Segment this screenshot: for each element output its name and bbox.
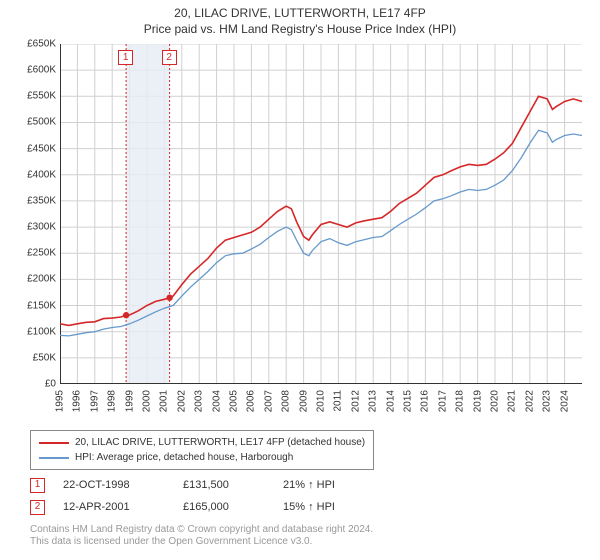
chart-subtitle: Price paid vs. HM Land Registry's House … <box>0 22 600 36</box>
annotation-delta-1: 21% ↑ HPI <box>283 474 335 496</box>
legend-label-2: HPI: Average price, detached house, Harb… <box>75 450 293 465</box>
plot-region: 12 <box>60 44 582 384</box>
annotation-row-1: 1 22-OCT-1998 £131,500 21% ↑ HPI <box>30 474 335 496</box>
annotation-row-2: 2 12-APR-2001 £165,000 15% ↑ HPI <box>30 496 335 518</box>
plot-marker-1: 1 <box>118 50 133 65</box>
annotation-marker-2: 2 <box>30 500 45 515</box>
annotation-marker-1: 1 <box>30 478 45 493</box>
y-axis-labels: £0£50K£100K£150K£200K£250K£300K£350K£400… <box>18 44 58 384</box>
annotation-date-2: 12-APR-2001 <box>63 496 183 518</box>
legend-label-1: 20, LILAC DRIVE, LUTTERWORTH, LE17 4FP (… <box>75 435 365 450</box>
copyright-line-2: This data is licensed under the Open Gov… <box>30 536 373 548</box>
legend-item-1: 20, LILAC DRIVE, LUTTERWORTH, LE17 4FP (… <box>39 435 365 450</box>
chart-title-address: 20, LILAC DRIVE, LUTTERWORTH, LE17 4FP <box>0 6 600 20</box>
plot-marker-2: 2 <box>162 50 177 65</box>
annotation-price-2: £165,000 <box>183 496 283 518</box>
legend: 20, LILAC DRIVE, LUTTERWORTH, LE17 4FP (… <box>30 430 374 470</box>
annotation-price-1: £131,500 <box>183 474 283 496</box>
plot-svg <box>60 44 582 384</box>
transaction-annotations: 1 22-OCT-1998 £131,500 21% ↑ HPI 2 12-AP… <box>30 474 335 518</box>
annotation-date-1: 22-OCT-1998 <box>63 474 183 496</box>
legend-item-2: HPI: Average price, detached house, Harb… <box>39 450 365 465</box>
chart-area: £0£50K£100K£150K£200K£250K£300K£350K£400… <box>18 44 588 424</box>
annotation-delta-2: 15% ↑ HPI <box>283 496 335 518</box>
copyright-line-1: Contains HM Land Registry data © Crown c… <box>30 524 373 536</box>
x-axis-labels: 1995199619971998199920002001200220032004… <box>60 386 582 432</box>
copyright-notice: Contains HM Land Registry data © Crown c… <box>30 524 373 548</box>
legend-swatch-1 <box>39 442 69 444</box>
legend-swatch-2 <box>39 457 69 459</box>
